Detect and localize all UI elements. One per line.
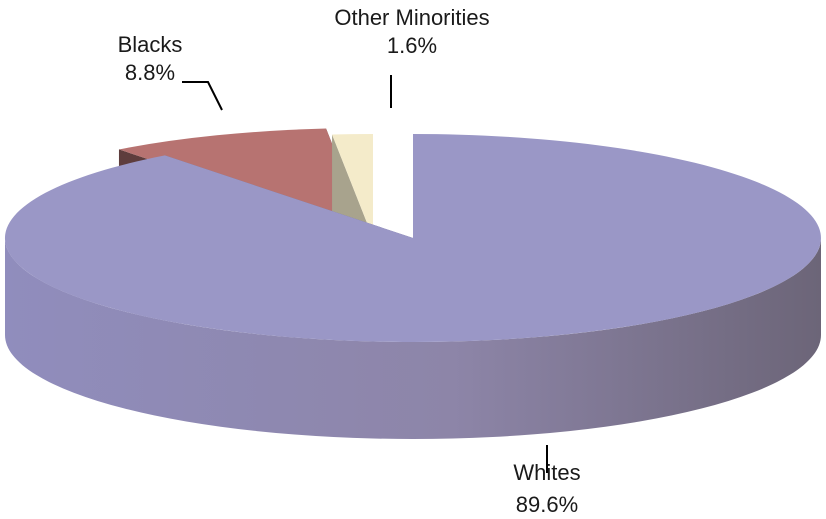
pie-slice-whites bbox=[4, 134, 821, 439]
pie-slice-top-other-minorities bbox=[332, 134, 373, 238]
slice-label-value-whites: 89.6% bbox=[516, 492, 578, 517]
leader-line-blacks bbox=[182, 81, 223, 111]
slice-label-value-other-minorities: 1.6% bbox=[387, 33, 437, 58]
slice-label-name-whites: Whites bbox=[513, 460, 580, 485]
pie-slice-top-whites bbox=[4, 134, 821, 342]
pie-slice-side-whites bbox=[5, 238, 821, 439]
slice-label-name-other-minorities: Other Minorities bbox=[334, 5, 489, 30]
labels-layer: Whites 89.6% Blacks 8.8% Other Minorities 1.6… bbox=[118, 5, 581, 517]
slice-label-value-blacks: 8.8% bbox=[125, 60, 175, 85]
slices-layer bbox=[4, 128, 821, 439]
slice-label-name-blacks: Blacks bbox=[118, 32, 183, 57]
